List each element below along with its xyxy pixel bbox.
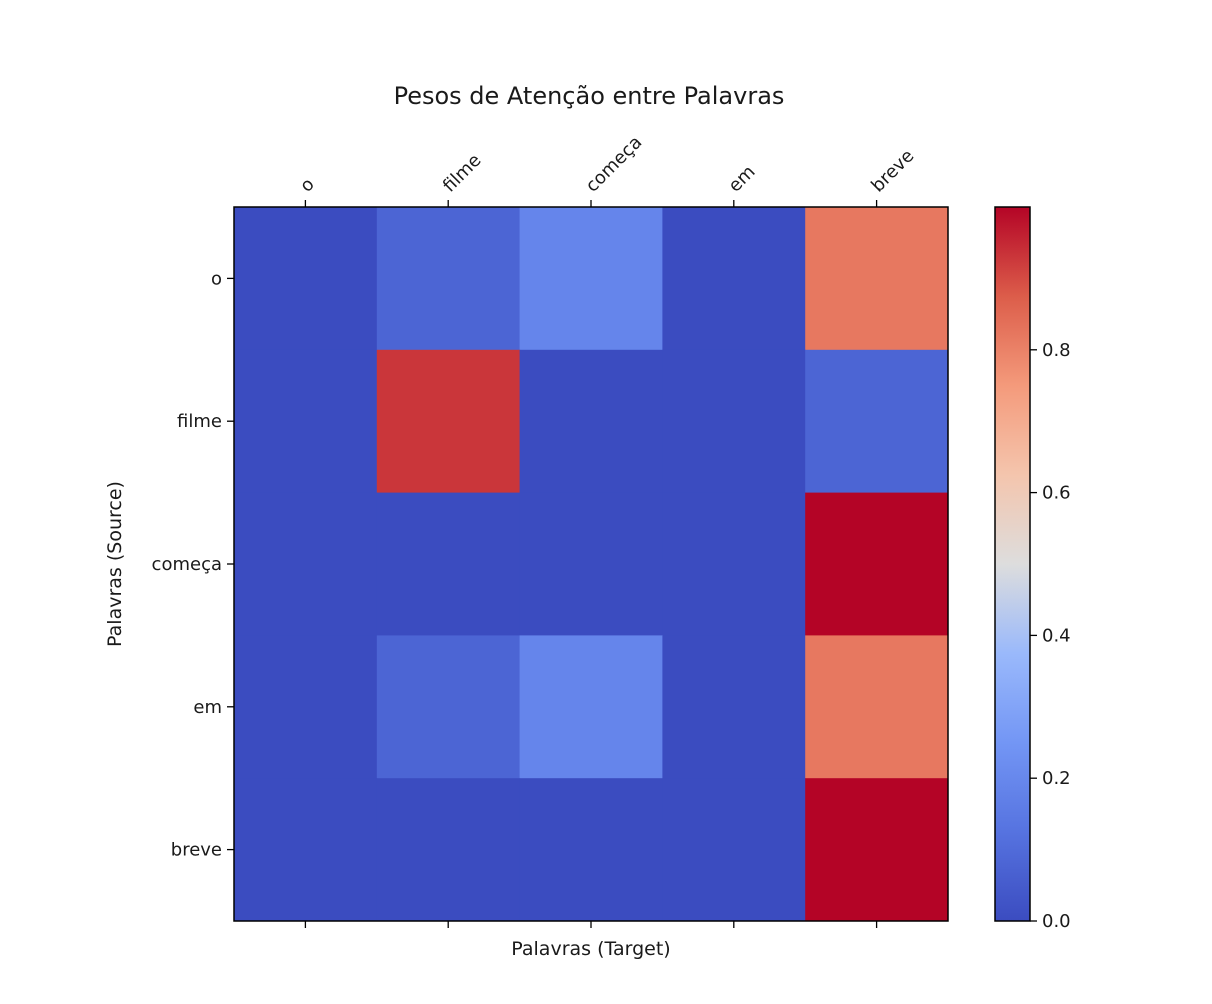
x-tick-label: em (724, 161, 759, 196)
heatmap-cell-2-2 (519, 492, 663, 636)
heatmap-cell-4-1 (376, 778, 521, 922)
y-tick-label: em (193, 697, 222, 718)
x-tick-labels: o filme começa em breve (296, 132, 918, 197)
heatmap-cell-2-0 (234, 492, 378, 636)
heatmap-cell-3-4 (805, 635, 949, 779)
x-tick-marks-top (304, 200, 878, 207)
heatmap-cells (234, 207, 949, 922)
heatmap-cell-4-3 (662, 778, 806, 922)
heatmap-cell-1-1 (376, 349, 521, 494)
y-tick-marks (227, 277, 234, 851)
heatmap-cell-1-0 (234, 349, 378, 494)
y-tick-label: começa (152, 554, 222, 575)
chart-title: Pesos de Atenção entre Palavras (394, 82, 785, 110)
y-tick-labels: o filme começa em breve (152, 268, 222, 860)
colorbar-ticks: 0.0 0.2 0.4 0.6 0.8 (1030, 340, 1071, 932)
heatmap-cell-1-4 (805, 349, 949, 494)
heatmap-cell-3-3 (662, 635, 806, 779)
colorbar (994, 206, 1031, 922)
colorbar-tick-label: 0.8 (1042, 340, 1071, 361)
colorbar-tick-label: 0.6 (1042, 483, 1071, 504)
heatmap-cell-1-3 (662, 349, 806, 494)
heatmap-cell-4-0 (234, 778, 378, 922)
heatmap-cell-0-4 (805, 207, 949, 351)
heatmap-cell-0-2 (519, 207, 663, 351)
heatmap-cell-4-2 (519, 778, 663, 922)
heatmap-cell-2-1 (376, 492, 521, 636)
heatmap-cell-2-3 (662, 492, 806, 636)
colorbar-tick-label: 0.0 (1042, 911, 1071, 932)
heatmap-cell-1-2 (519, 349, 663, 494)
heatmap-cell-3-2 (519, 635, 663, 779)
heatmap-cell-2-4 (805, 492, 949, 636)
heatmap-cell-0-1 (376, 207, 521, 351)
heatmap-cell-0-3 (662, 207, 806, 351)
y-tick-label: o (211, 268, 222, 289)
x-tick-label: breve (867, 145, 918, 196)
heatmap-cell-0-0 (234, 207, 378, 351)
y-tick-label: filme (177, 411, 222, 432)
heatmap-cell-3-0 (234, 635, 378, 779)
heatmap-cell-4-4 (805, 778, 949, 922)
colorbar-tick-label: 0.4 (1042, 625, 1071, 646)
colorbar-tick-label: 0.2 (1042, 768, 1071, 789)
x-tick-label: filme (439, 150, 486, 197)
x-tick-marks-bottom (304, 921, 878, 928)
y-tick-label: breve (171, 840, 222, 861)
x-tick-label: começa (582, 132, 647, 197)
x-axis-label: Palavras (Target) (511, 938, 670, 960)
heatmap-cell-3-1 (376, 635, 521, 779)
x-tick-label: o (296, 174, 319, 197)
y-axis-label: Palavras (Source) (104, 481, 126, 647)
